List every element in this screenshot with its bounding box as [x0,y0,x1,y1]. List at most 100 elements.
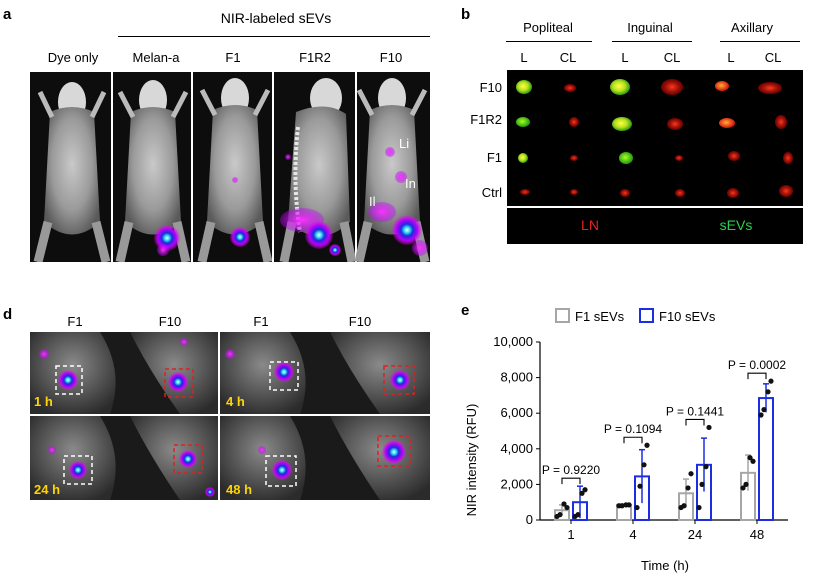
significance-bracket [747,372,767,380]
data-point-f10 [703,464,709,470]
data-point-f1 [750,458,756,464]
panel-e-chart: F1 sEVs F10 sEVs NIR intensity (RFU) Tim… [464,308,788,573]
d-col-label-f10-a: F10 [158,314,182,329]
side-label-cl-axillary: CL [764,50,782,65]
significance-bracket [561,477,581,485]
mouse-f1r2 [279,78,357,263]
row-label-f10: F10 [479,80,502,95]
p-value-label: P = 0.1441 [666,404,724,418]
channel-legend-bar [507,208,803,244]
y-tick-label: 8,000 [500,370,533,385]
data-point-f10 [699,481,705,487]
data-point-f1 [557,512,563,518]
data-point-f10 [758,412,764,418]
side-label-cl-popliteal: CL [559,50,577,65]
col-label-melan-a: Melan-a [132,50,180,65]
inguinal-underline [612,41,692,42]
time-label-24h: 24 h [34,482,61,497]
x-tick-label: 1 [567,527,574,542]
data-point-f1 [626,502,632,508]
row-label-ctrl: Ctrl [481,185,502,200]
data-point-f10 [765,389,771,395]
chart-legend: F1 sEVs F10 sEVs [555,308,716,324]
data-point-f10 [637,483,643,489]
time-label-48h: 48 h [226,482,253,497]
x-tick-label: 24 [688,527,702,542]
data-point-f1 [681,503,687,509]
time-label-1h: 1 h [34,394,53,409]
panel-a-letter: a [3,6,12,23]
side-label-cl-inguinal: CL [663,50,681,65]
mouse-melan-a [115,80,191,263]
data-point-f1 [561,501,567,507]
time-label-4h: 4 h [226,394,245,409]
side-label-l-axillary: L [727,50,735,65]
data-point-f1 [619,503,625,509]
side-label-l-popliteal: L [520,50,528,65]
col-label-f10: F10 [379,50,403,65]
significance-bracket [623,436,643,444]
row-label-f1r2: F1R2 [470,112,502,127]
d-col-label-f1-b: F1 [253,314,269,329]
legend-sevs: sEVs [719,217,753,233]
leg-time-course-images [30,332,430,500]
side-label-l-inguinal: L [621,50,629,65]
p-value-label: P = 0.1094 [604,422,662,436]
y-tick-label: 4,000 [500,441,533,456]
data-point-f10 [696,504,702,511]
group-title-underline [118,36,430,37]
panel-a-group-title: NIR-labeled sEVs [220,10,332,26]
data-point-f10 [761,407,767,413]
data-point-f1 [743,481,749,487]
annotation-inguinal: In [405,176,416,191]
p-value-label: P = 0.9220 [542,463,600,477]
row-label-f1: F1 [486,150,502,165]
legend-ln: LN [581,217,599,233]
data-point-f1 [564,504,570,511]
node-group-axillary: Axillary [731,20,773,35]
data-point-f10 [706,424,712,431]
panel-e-letter: e [461,302,470,319]
mouse-f10 [354,78,430,263]
x-tick-label: 4 [629,527,636,542]
panel-d-image-grid [30,332,430,500]
y-axis-label: NIR intensity (RFU) [464,404,479,517]
legend-swatch-f10 [639,308,654,323]
mouse-f1 [197,78,273,263]
data-point-f10 [634,504,640,511]
data-point-f10 [768,378,774,384]
lymph-node-fluorescence [516,79,793,198]
legend-swatch-f1 [555,308,570,323]
annotation-liver: Li [399,136,410,151]
significance-bracket [685,418,705,426]
mouse-xray-images [33,72,430,264]
d-col-label-f10-b: F10 [348,314,372,329]
panel-d-letter: d [3,306,13,323]
x-axis-label: Time (h) [641,558,689,573]
col-label-f1: F1 [225,50,241,65]
y-tick-label: 0 [526,512,533,527]
axillary-underline [720,41,800,42]
data-point-f1 [747,455,753,461]
annotation-iliac: Il [369,194,376,209]
data-point-f1 [688,471,694,477]
popliteal-underline [506,41,592,42]
data-point-f1 [685,485,691,491]
d-col-label-f1-a: F1 [67,314,83,329]
mouse-dye-only [33,82,111,264]
panel-b-letter: b [461,6,471,23]
y-tick-label: 2,000 [500,476,533,491]
data-point-f10 [579,490,585,496]
chart-plot-area: 0 2,000 4,000 6,000 8,000 10,000 1 P = 0.9220 4 P… [493,334,788,542]
x-tick-label: 48 [750,527,764,542]
data-point-f10 [644,442,650,448]
lymph-node-image-grid [507,70,803,206]
col-label-f1r2: F1R2 [299,50,331,65]
node-group-popliteal: Popliteal [523,20,573,35]
col-label-dye-only: Dye only [47,50,99,65]
data-point-f1 [740,485,746,491]
data-point-f10 [641,462,647,468]
p-value-label: P = 0.0002 [728,358,786,372]
y-tick-label: 10,000 [493,334,533,349]
data-point-f10 [575,512,581,518]
